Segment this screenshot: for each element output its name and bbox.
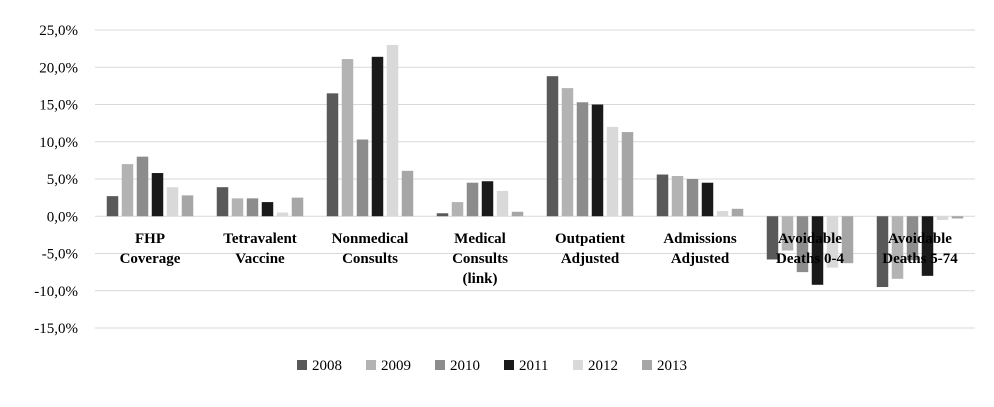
category-label: FHP <box>135 231 165 247</box>
category-label: Vaccine <box>235 251 285 267</box>
bar-2012-cat-1 <box>276 212 289 217</box>
category-label: (link) <box>462 271 497 287</box>
category-label: Admissions <box>663 231 737 247</box>
y-tick-label: 10,0% <box>39 135 78 151</box>
category-label: Medical <box>454 231 506 247</box>
y-tick-label: 20,0% <box>39 60 78 76</box>
bar-2011-cat-1 <box>261 202 274 217</box>
category-label: Consults <box>452 251 508 267</box>
bar-2013-cat-7 <box>951 216 964 219</box>
bar-2010-cat-3 <box>466 182 479 217</box>
legend-label: 2009 <box>381 358 411 374</box>
legend-swatch-2008 <box>297 360 307 370</box>
bar-2008-cat-1 <box>216 187 229 217</box>
bar-2010-cat-5 <box>686 179 699 217</box>
bar-2011-cat-4 <box>591 104 604 217</box>
bar-2011-cat-0 <box>151 173 164 217</box>
legend: 2008 2009 2010 2011 2012 2013 <box>297 358 687 374</box>
bar-2013-cat-5 <box>731 208 744 217</box>
bar-2011-cat-6 <box>811 216 824 285</box>
bar-2012-cat-7 <box>936 216 949 220</box>
bar-2012-cat-2 <box>386 44 399 217</box>
category-label: Deaths 0-4 <box>776 251 844 267</box>
bar-2009-cat-1 <box>231 198 244 217</box>
category-label: Nonmedical <box>332 231 409 247</box>
gridlines <box>95 29 975 329</box>
legend-swatch-2011 <box>504 360 514 370</box>
bar-2009-cat-5 <box>671 176 684 217</box>
category-label: Deaths 5-74 <box>882 251 958 267</box>
category-label: Coverage <box>120 251 181 267</box>
legend-label: 2010 <box>450 358 480 374</box>
y-tick-label: 0,0% <box>47 209 78 225</box>
bar-2011-cat-2 <box>371 56 384 217</box>
legend-swatch-2012 <box>573 360 583 370</box>
bar-2009-cat-6 <box>781 216 794 251</box>
category-label: Consults <box>342 251 398 267</box>
legend-label: 2013 <box>657 358 687 374</box>
bar-2008-cat-0 <box>106 196 119 217</box>
category-label: Avoidable <box>888 231 952 247</box>
legend-label: 2008 <box>312 358 342 374</box>
y-tick-label: 15,0% <box>39 98 78 114</box>
bar-2010-cat-0 <box>136 156 149 217</box>
bar-2012-cat-4 <box>606 126 619 217</box>
bar-2009-cat-4 <box>561 88 574 217</box>
bar-2012-cat-0 <box>166 187 179 217</box>
legend-swatch-2013 <box>642 360 652 370</box>
bar-2013-cat-3 <box>511 211 524 217</box>
bar-2010-cat-1 <box>246 198 259 217</box>
bar-2009-cat-7 <box>891 216 904 279</box>
bar-2012-cat-3 <box>496 190 509 217</box>
y-tick-label: 25,0% <box>39 23 78 39</box>
bar-2008-cat-5 <box>656 174 669 217</box>
category-label: Outpatient <box>555 231 625 247</box>
bar-2008-cat-7 <box>876 216 889 288</box>
category-labels: FHP Coverage Tetravalent Vaccine Nonmedical C… <box>120 231 959 287</box>
bar-2011-cat-3 <box>481 181 494 217</box>
bar-2010-cat-6 <box>796 216 809 273</box>
y-tick-label: 5,0% <box>47 172 78 188</box>
bar-2008-cat-4 <box>546 76 559 217</box>
legend-label: 2012 <box>588 358 618 374</box>
y-axis-ticks: 25,0% 20,0% 15,0% 10,0% 5,0% 0,0% -5,0% -10,0% -… <box>34 23 78 337</box>
bar-2011-cat-5 <box>701 182 714 217</box>
bar-2013-cat-4 <box>621 132 634 217</box>
legend-swatch-2009 <box>366 360 376 370</box>
category-label: Adjusted <box>671 251 730 267</box>
y-tick-label: -10,0% <box>34 284 78 300</box>
category-label: Adjusted <box>561 251 620 267</box>
category-label: Tetravalent <box>223 231 297 247</box>
bar-2009-cat-3 <box>451 202 464 217</box>
legend-swatch-2010 <box>435 360 445 370</box>
bar-2009-cat-2 <box>341 59 354 217</box>
bar-2013-cat-0 <box>181 195 194 217</box>
bar-2012-cat-5 <box>716 211 729 217</box>
bar-2010-cat-2 <box>356 139 369 217</box>
bar-2010-cat-7 <box>906 216 919 261</box>
bar-2011-cat-7 <box>921 216 934 276</box>
y-tick-label: -5,0% <box>42 247 78 263</box>
bar-2013-cat-1 <box>291 197 304 217</box>
legend-label: 2011 <box>519 358 548 374</box>
bar-2013-cat-6 <box>841 216 854 264</box>
bars <box>106 44 964 288</box>
bar-2013-cat-2 <box>401 170 414 217</box>
bar-2008-cat-6 <box>766 216 779 260</box>
y-tick-label: -15,0% <box>34 321 78 337</box>
bar-2008-cat-2 <box>326 93 339 217</box>
bar-2009-cat-0 <box>121 164 134 217</box>
category-label: Avoidable <box>778 231 842 247</box>
bar-2010-cat-4 <box>576 102 589 217</box>
bar-2008-cat-3 <box>436 213 449 217</box>
bar-2012-cat-6 <box>826 216 839 268</box>
